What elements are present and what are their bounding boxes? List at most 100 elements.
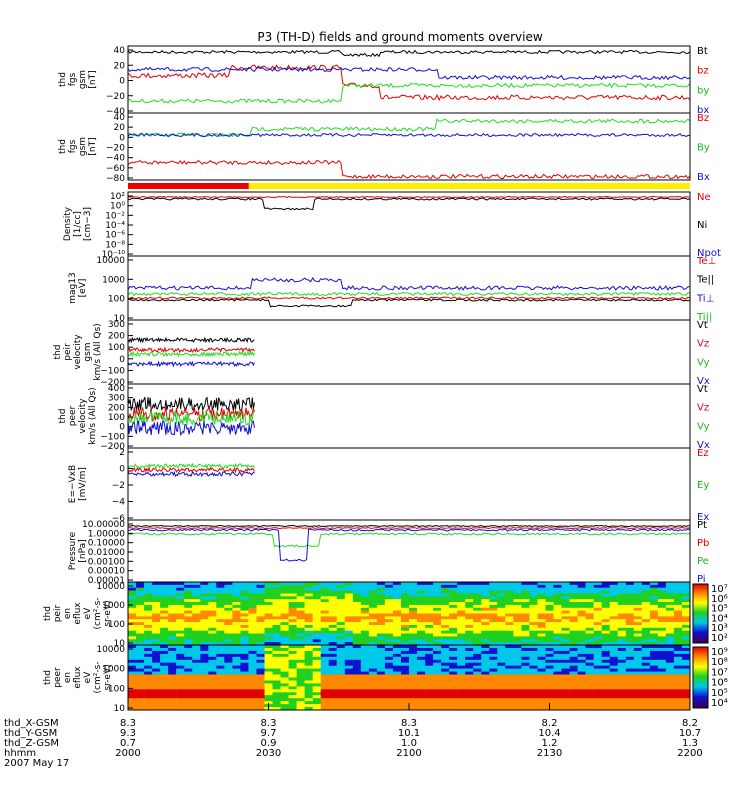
spectrogram-cell [425, 645, 434, 649]
spectrogram-cell [272, 607, 281, 611]
panel-mode_bar [128, 183, 690, 189]
spectrogram-cell [144, 674, 153, 678]
spectrogram-cell [561, 633, 570, 637]
spectrogram-cell [248, 648, 257, 652]
spectrogram-cell [505, 686, 514, 690]
spectrogram-cell [232, 671, 241, 675]
spectrogram-cell [168, 650, 177, 655]
spectrogram-cell [336, 689, 345, 693]
mode-bar-segment [128, 183, 249, 189]
spectrogram-cell [401, 692, 410, 696]
spectrogram-cell [376, 642, 386, 646]
spectrogram-cell [352, 590, 362, 594]
spectrogram-cell [585, 659, 594, 664]
spectrogram-cell [248, 633, 257, 637]
y-tick-label: 0.00001 [88, 576, 125, 586]
spectrogram-cell [561, 610, 570, 614]
spectrogram-cell [352, 604, 362, 609]
spectrogram-cell [457, 662, 466, 666]
spectrogram-cell [312, 607, 321, 611]
x-row-value: 2000 [115, 748, 140, 759]
spectrogram-cell [240, 674, 249, 678]
spectrogram-cell [192, 648, 201, 652]
spectrogram-cell [449, 680, 458, 684]
spectrogram-cell [376, 659, 386, 664]
spectrogram-cell [585, 677, 594, 681]
spectrogram-cell [657, 701, 667, 705]
spectrogram-cell [545, 689, 554, 693]
spectrogram-cell [641, 698, 651, 702]
spectrogram-cell [208, 590, 217, 594]
spectrogram-cell [384, 582, 394, 586]
spectrogram-cell [497, 630, 506, 634]
spectrogram-cell [224, 590, 233, 594]
spectrogram-cell [561, 668, 570, 672]
spectrogram-cell [465, 604, 474, 609]
spectrogram-cell [144, 639, 153, 643]
spectrogram-cell [312, 590, 321, 594]
spectrogram-cell [465, 613, 474, 617]
spectrogram-cell [160, 704, 169, 708]
spectrogram-cell [184, 645, 193, 649]
spectrogram-cell [577, 622, 586, 626]
spectrogram-cell [248, 599, 257, 603]
spectrogram-cell [625, 639, 635, 643]
spectrogram-cell [192, 683, 201, 687]
spectrogram-cell [641, 596, 651, 600]
spectrogram-cell [240, 587, 249, 591]
spectrogram-cell [409, 633, 418, 637]
spectrogram-cell [216, 627, 225, 631]
spectrogram-cell [272, 633, 281, 637]
spectrogram-cell [417, 645, 426, 649]
spectrogram-cell [593, 707, 602, 711]
spectrogram-cell [272, 671, 281, 675]
spectrogram-cell [601, 680, 610, 684]
spectrogram-cell [192, 680, 201, 684]
spectrogram-cell [368, 642, 378, 646]
spectrogram-cell [352, 707, 362, 711]
spectrogram-cell [160, 593, 169, 597]
spectrogram-cell [425, 659, 434, 664]
spectrogram-cell [336, 582, 345, 586]
spectrogram-cell [376, 610, 386, 614]
spectrogram-cell [673, 653, 683, 658]
spectrogram-cell [232, 613, 241, 617]
spectrogram-cell [216, 584, 225, 589]
spectrogram-cell [240, 593, 249, 597]
spectrogram-cell [569, 596, 578, 600]
spectrogram-cell [208, 636, 217, 640]
spectrogram-cell [384, 677, 394, 681]
spectrogram-cell [537, 639, 546, 643]
y-tick-label: 200 [108, 332, 125, 342]
spectrogram-cell [312, 665, 321, 669]
spectrogram-cell [136, 619, 145, 623]
spectrogram-cell [601, 622, 610, 626]
y-axis-label: peer [53, 667, 63, 688]
x-row-value: 0.9 [261, 738, 277, 749]
spectrogram-cell [545, 584, 554, 589]
spectrogram-cell [296, 602, 305, 606]
spectrogram-cell [409, 645, 418, 649]
spectrogram-cell [633, 593, 643, 597]
spectrogram-cell [449, 686, 458, 690]
spectrogram-cell [401, 636, 410, 640]
spectrogram-cell [505, 627, 514, 631]
spectrogram-cell [168, 627, 177, 631]
spectrogram-cell [136, 604, 145, 609]
spectrogram-cell [224, 662, 233, 666]
spectrogram-cell [280, 689, 289, 693]
spectrogram-cell [569, 584, 578, 589]
spectrogram-cell [280, 692, 289, 696]
spectrogram-cell [248, 636, 257, 640]
spectrogram-cell [312, 645, 321, 649]
spectrogram-cell [384, 587, 394, 591]
spectrogram-cell [152, 674, 161, 678]
spectrogram-cell [577, 636, 586, 640]
spectrogram-cell [473, 648, 482, 652]
y-tick-label: 100 [108, 413, 125, 423]
spectrogram-cell [441, 648, 450, 652]
x-row-value: 9.7 [261, 728, 277, 739]
spectrogram-cell [184, 662, 193, 666]
spectrogram-cell [328, 653, 337, 658]
